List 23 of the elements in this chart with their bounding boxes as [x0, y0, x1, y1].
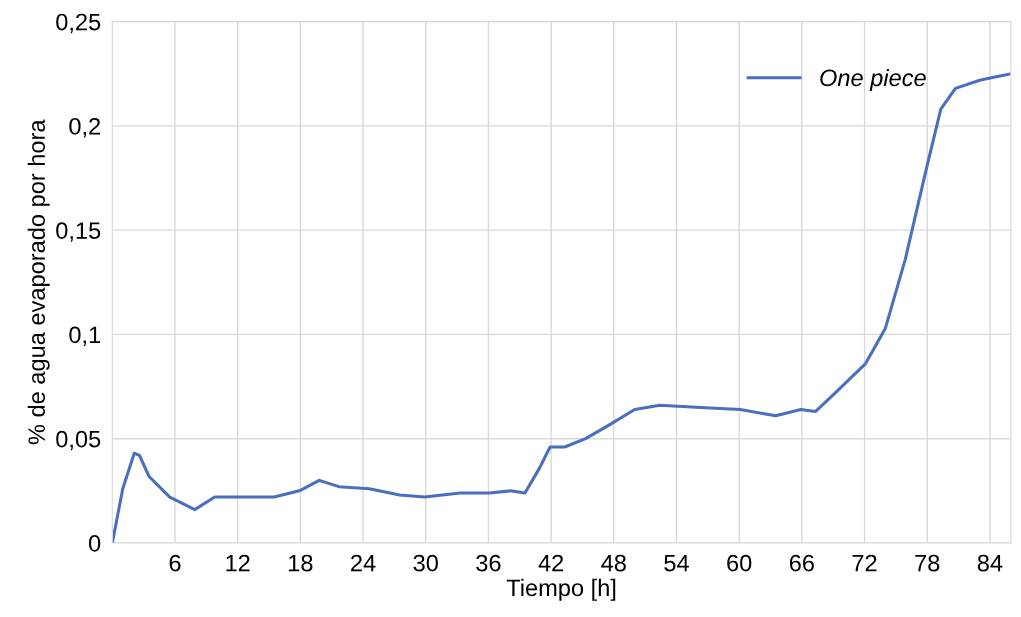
y-tick-label: 0,25 — [56, 13, 101, 34]
x-tick-label: 18 — [289, 554, 313, 572]
y-axis-title: % de agua evaporado por hora — [27, 119, 50, 445]
x-tick-label: 66 — [789, 554, 814, 572]
x-tick-label: 84 — [977, 554, 1003, 572]
x-tick-label: 36 — [476, 554, 501, 572]
x-tick-label: 24 — [351, 554, 376, 572]
x-tick-label: 72 — [852, 554, 877, 572]
y-tick-label: 0,2 — [69, 117, 101, 138]
legend-label: One piece — [820, 68, 926, 91]
x-tick-label: 42 — [538, 554, 564, 572]
y-tick-label: 0,15 — [56, 222, 101, 242]
y-tick-label: 0,05 — [56, 430, 101, 451]
x-tick-label: 6 — [169, 554, 181, 572]
x-tick-label: 60 — [727, 554, 752, 572]
x-tick-label: 54 — [664, 554, 689, 572]
x-tick-label: 12 — [226, 554, 250, 572]
y-tick-label: 0,1 — [69, 326, 101, 346]
x-tick-label: 48 — [601, 554, 626, 572]
x-tick-label: 30 — [413, 554, 438, 572]
x-axis-title: Tiempo [h] — [506, 578, 616, 601]
x-tick-label: 78 — [915, 554, 940, 572]
y-tick-label: 0 — [88, 535, 101, 552]
